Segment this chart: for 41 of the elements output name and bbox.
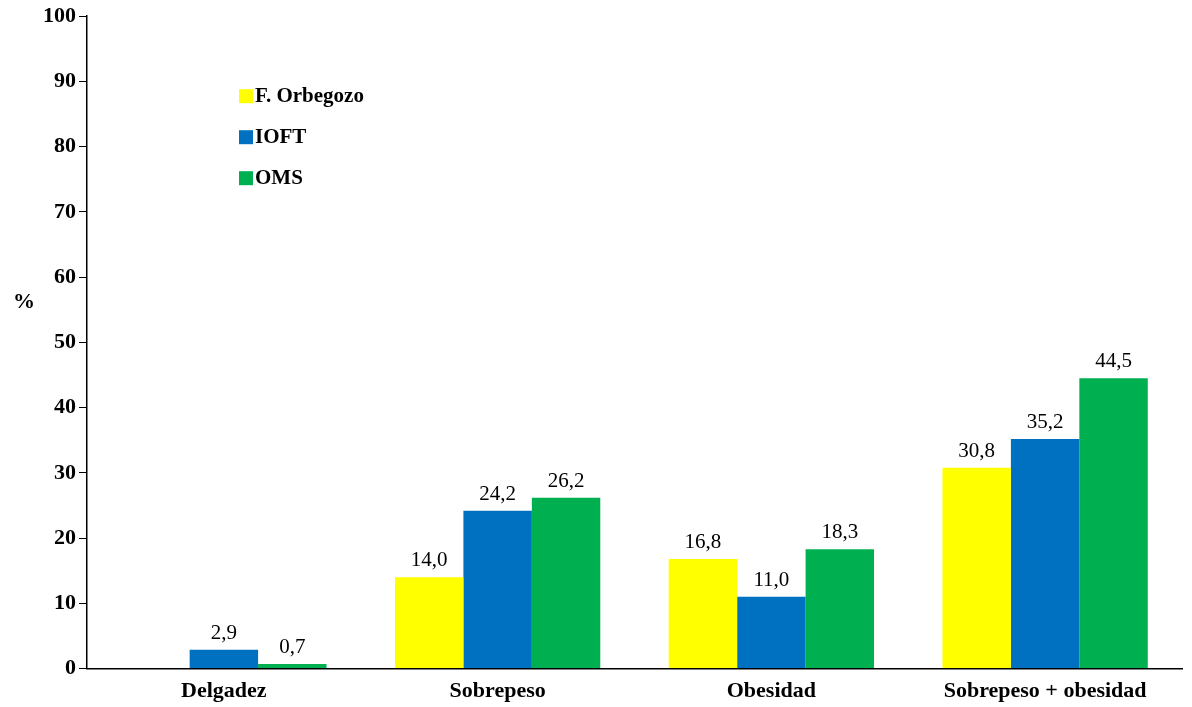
data-label: 44,5 bbox=[1095, 348, 1132, 373]
y-tick-label: 10 bbox=[54, 589, 76, 615]
data-label: 14,0 bbox=[410, 547, 448, 572]
bar bbox=[805, 549, 875, 669]
x-tick-label: Delgadez bbox=[181, 677, 267, 703]
y-tick-label: 30 bbox=[54, 458, 76, 484]
y-tick-label: 90 bbox=[54, 67, 76, 93]
y-axis-title: % bbox=[13, 288, 35, 314]
bar bbox=[189, 649, 259, 669]
y-tick-label: 100 bbox=[43, 1, 76, 27]
y-tick-label: 60 bbox=[54, 262, 76, 288]
data-label: 26,2 bbox=[547, 467, 585, 492]
bar bbox=[258, 664, 327, 669]
bar bbox=[942, 467, 1011, 669]
data-label: 16,8 bbox=[684, 529, 722, 554]
legend-label: IOFT bbox=[255, 123, 307, 148]
y-tick-label: 80 bbox=[54, 132, 76, 158]
bar bbox=[1010, 438, 1080, 669]
legend-label: F. Orbegozo bbox=[255, 82, 364, 107]
bar bbox=[531, 497, 601, 669]
data-label: 2,9 bbox=[210, 619, 237, 644]
y-tick-label: 0 bbox=[65, 654, 76, 680]
bar bbox=[737, 596, 806, 669]
y-tick-label: 20 bbox=[54, 523, 76, 549]
bar bbox=[463, 510, 532, 669]
data-label: 30,8 bbox=[958, 437, 996, 462]
bar bbox=[1079, 378, 1148, 669]
legend-label: OMS bbox=[255, 164, 303, 189]
data-label: 18,3 bbox=[821, 519, 859, 544]
bar bbox=[668, 559, 738, 669]
y-tick-label: 40 bbox=[54, 393, 76, 419]
y-tick-label: 50 bbox=[54, 328, 76, 354]
data-label: 24,2 bbox=[479, 480, 516, 505]
x-tick-label: Obesidad bbox=[726, 677, 817, 703]
x-tick-label: Sobrepeso bbox=[449, 677, 546, 703]
bar bbox=[394, 577, 464, 669]
x-tick-label: Sobrepeso + obesidad bbox=[943, 677, 1147, 703]
data-label: 11,0 bbox=[753, 566, 790, 591]
data-label: 0,7 bbox=[279, 634, 306, 659]
data-label: 35,2 bbox=[1026, 408, 1064, 433]
y-tick-label: 70 bbox=[54, 197, 76, 223]
